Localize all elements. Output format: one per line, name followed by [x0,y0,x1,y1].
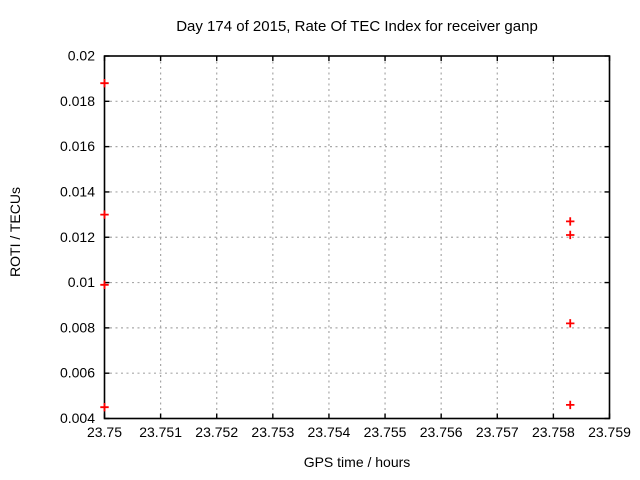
plot-border [103,55,611,420]
x-axis-label: GPS time / hours [303,454,411,470]
data-point-marker [100,78,109,88]
x-tick-label: 23.751 [139,424,182,440]
x-tick-label: 23.757 [476,424,519,440]
x-tick-label: 23.756 [420,424,463,440]
data-point-marker [100,210,109,219]
y-tick-label: 0.018 [60,93,95,109]
data-point-marker [566,319,575,328]
gridlines [104,56,610,419]
y-axis-label: ROTI / TECUs [7,187,23,277]
x-tick-label: 23.752 [195,424,238,440]
x-tick-label: 23.759 [588,424,631,440]
x-tick-label: 23.758 [532,424,575,440]
x-tick-label: 23.755 [364,424,407,440]
data-point-marker [100,280,109,290]
y-tick-label: 0.008 [60,319,95,335]
y-tick-label: 0.01 [68,274,95,290]
y-tick-label: 0.016 [60,138,95,154]
x-tick-label: 23.753 [251,424,294,440]
chart-title: Day 174 of 2015, Rate Of TEC Index for r… [176,18,538,35]
data-point-marker [566,400,575,410]
y-tick-label: 0.004 [60,410,95,426]
y-tick-label: 0.02 [68,48,95,64]
data-point-marker [566,217,575,226]
data-points [100,78,575,412]
data-point-marker [100,402,109,412]
y-tick-label: 0.006 [60,365,95,381]
y-tick-label: 0.012 [60,229,95,245]
tick-labels: 23.75 23.751 23.752 23.753 23.754 23.755 23.75… [60,48,631,441]
x-tick-label: 23.754 [308,424,351,440]
x-tick-label: 23.75 [87,424,122,440]
data-point-marker [566,230,575,240]
y-tick-label: 0.014 [60,183,95,199]
